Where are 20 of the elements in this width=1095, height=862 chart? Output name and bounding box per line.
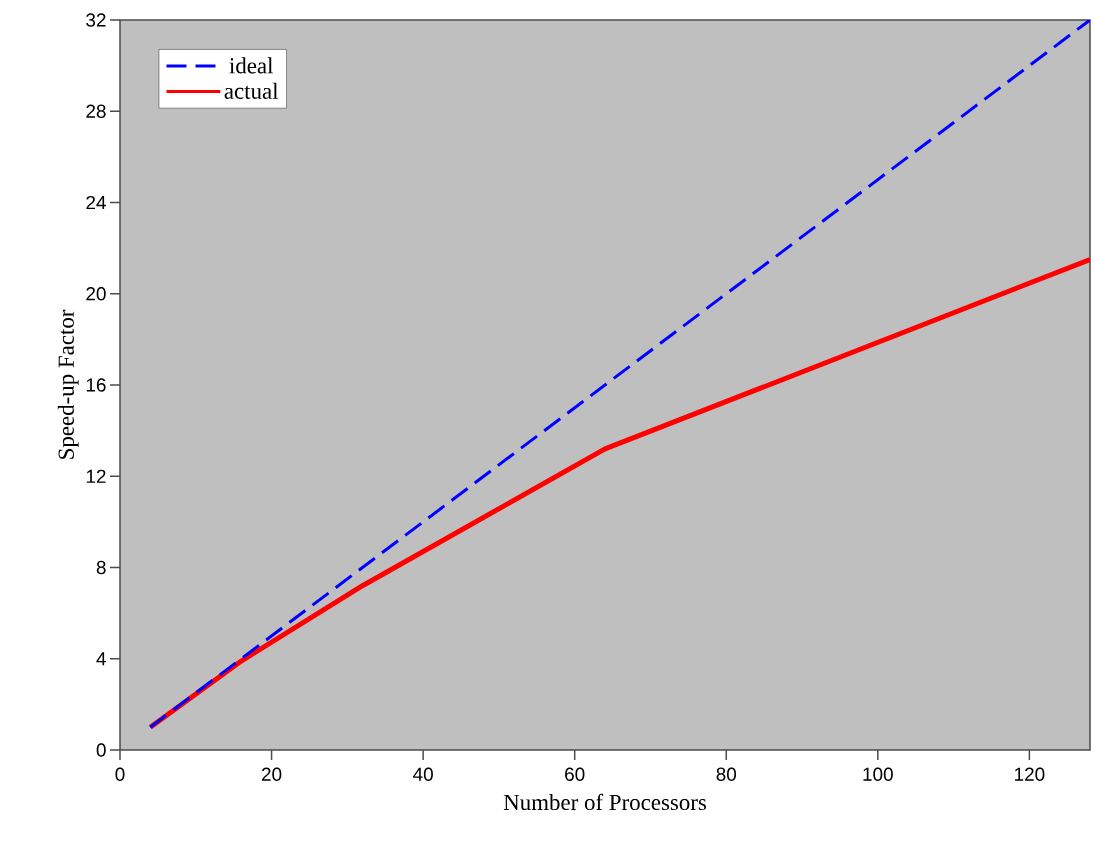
x-tick-label: 20	[261, 767, 282, 781]
legend-label: actual	[224, 82, 279, 99]
x-tick-label: 40	[413, 767, 433, 781]
y-tick-label: 0	[96, 743, 106, 757]
x-tick-label: 100	[863, 767, 893, 781]
y-tick-label: 8	[96, 560, 106, 575]
y-tick-label: 20	[86, 287, 106, 301]
y-tick-label: 24	[86, 195, 106, 210]
y-axis-title: Speed-up Factor	[57, 309, 79, 459]
y-tick-label: 32	[86, 13, 106, 27]
y-tick-label: 16	[86, 378, 106, 392]
y-tick-label: 28	[86, 104, 106, 118]
legend-label: ideal	[229, 57, 274, 74]
y-tick-label: 12	[86, 469, 106, 483]
x-axis-title: Number of Processors	[503, 793, 706, 811]
x-tick-label: 80	[716, 767, 737, 781]
y-tick-label: 4	[96, 652, 106, 666]
x-tick-label: 60	[565, 767, 585, 781]
x-tick-label: 0	[115, 767, 125, 781]
x-tick-label: 120	[1015, 767, 1045, 781]
